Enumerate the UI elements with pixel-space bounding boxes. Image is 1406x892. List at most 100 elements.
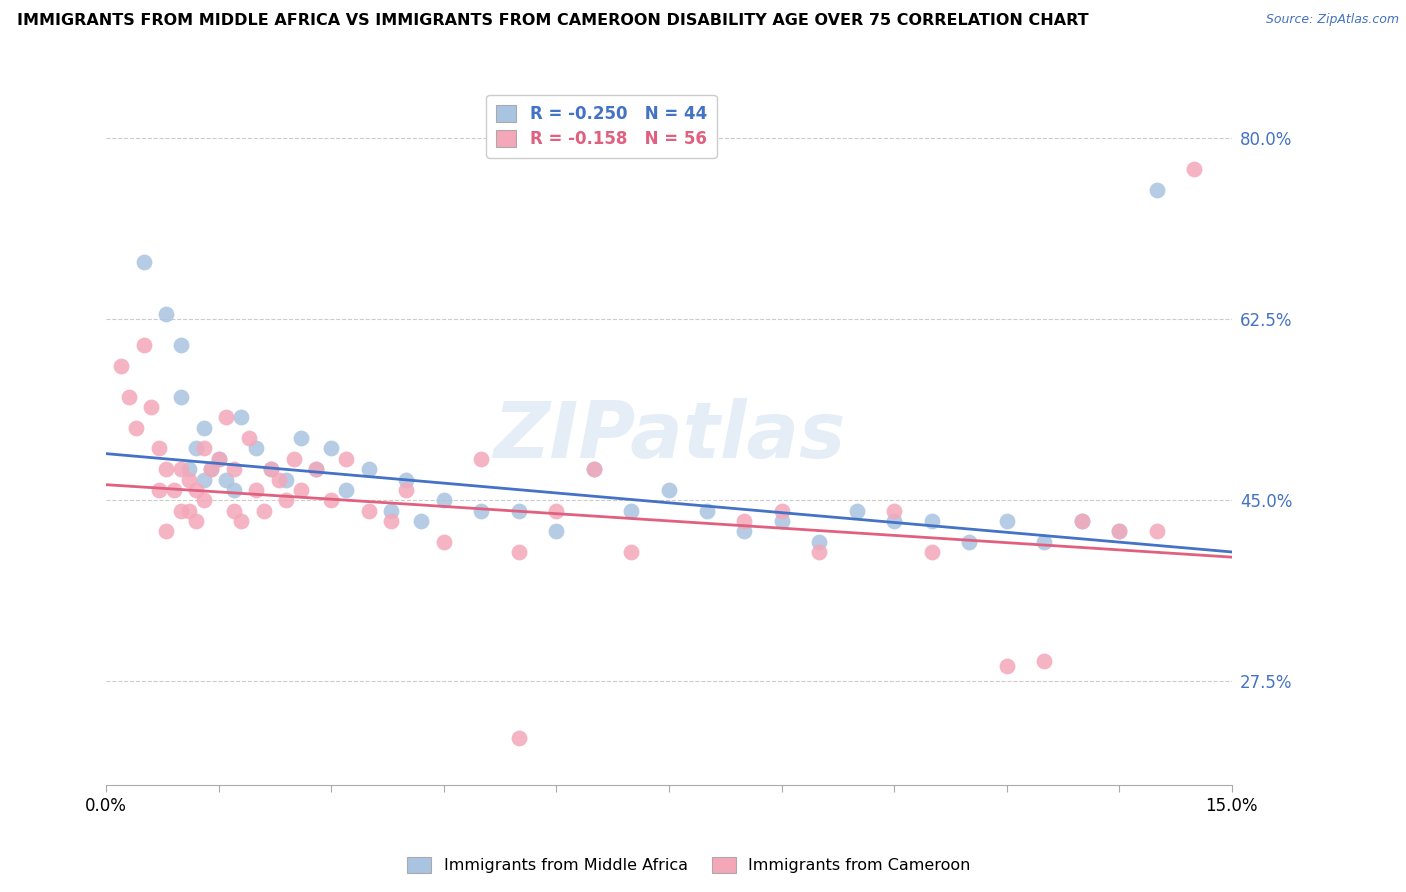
Point [170,338,193,352]
Point [177,462,200,476]
Point [222,483,245,497]
Point [170,462,193,476]
Point [155,462,177,476]
Point [733,524,755,539]
Point [695,503,717,517]
Point [1070,514,1092,528]
Point [200,462,222,476]
Point [380,514,402,528]
Point [470,503,492,517]
Point [305,462,328,476]
Point [155,307,177,321]
Point [508,731,530,746]
Point [1033,654,1056,668]
Point [733,514,755,528]
Point [620,503,643,517]
Point [193,473,215,487]
Point [186,483,208,497]
Point [620,545,643,559]
Point [208,451,231,466]
Point [193,493,215,508]
Point [260,462,283,476]
Point [658,483,681,497]
Point [125,421,148,435]
Point [1146,524,1168,539]
Point [808,545,831,559]
Point [335,451,357,466]
Point [276,473,298,487]
Point [155,524,177,539]
Point [132,338,155,352]
Point [1108,524,1130,539]
Text: Source: ZipAtlas.com: Source: ZipAtlas.com [1265,13,1399,27]
Point [148,442,170,456]
Point [1070,514,1092,528]
Point [380,503,402,517]
Point [200,462,222,476]
Point [1182,162,1205,177]
Point [995,658,1018,673]
Point [267,473,290,487]
Point [433,493,456,508]
Point [433,534,456,549]
Point [290,483,312,497]
Point [1033,534,1056,549]
Point [110,359,132,373]
Point [921,514,943,528]
Point [260,462,283,476]
Point [546,524,568,539]
Point [357,503,380,517]
Point [546,503,568,517]
Point [186,442,208,456]
Point [995,514,1018,528]
Legend: R = -0.250   N = 44, R = -0.158   N = 56: R = -0.250 N = 44, R = -0.158 N = 56 [486,95,717,158]
Point [208,451,231,466]
Point [921,545,943,559]
Point [582,462,605,476]
Point [231,514,253,528]
Point [335,483,357,497]
Point [321,442,343,456]
Point [253,503,276,517]
Point [186,514,208,528]
Point [770,514,793,528]
Point [215,473,238,487]
Point [305,462,328,476]
Point [193,442,215,456]
Point [118,390,141,404]
Text: IMMIGRANTS FROM MIDDLE AFRICA VS IMMIGRANTS FROM CAMEROON DISABILITY AGE OVER 75: IMMIGRANTS FROM MIDDLE AFRICA VS IMMIGRA… [17,13,1088,29]
Point [508,503,530,517]
Point [395,473,418,487]
Point [395,483,418,497]
Point [222,503,245,517]
Point [957,534,980,549]
Legend: Immigrants from Middle Africa, Immigrants from Cameroon: Immigrants from Middle Africa, Immigrant… [401,850,977,880]
Point [508,545,530,559]
Point [245,442,267,456]
Point [222,462,245,476]
Point [132,255,155,269]
Point [238,431,260,445]
Point [582,462,605,476]
Point [411,514,433,528]
Point [290,431,312,445]
Point [177,473,200,487]
Point [1146,183,1168,197]
Point [231,410,253,425]
Point [215,410,238,425]
Point [1108,524,1130,539]
Point [283,451,305,466]
Point [141,400,163,414]
Point [163,483,186,497]
Point [276,493,298,508]
Point [770,503,793,517]
Point [321,493,343,508]
Point [808,534,831,549]
Point [148,483,170,497]
Point [883,503,905,517]
Point [245,483,267,497]
Point [170,503,193,517]
Point [845,503,868,517]
Point [883,514,905,528]
Point [357,462,380,476]
